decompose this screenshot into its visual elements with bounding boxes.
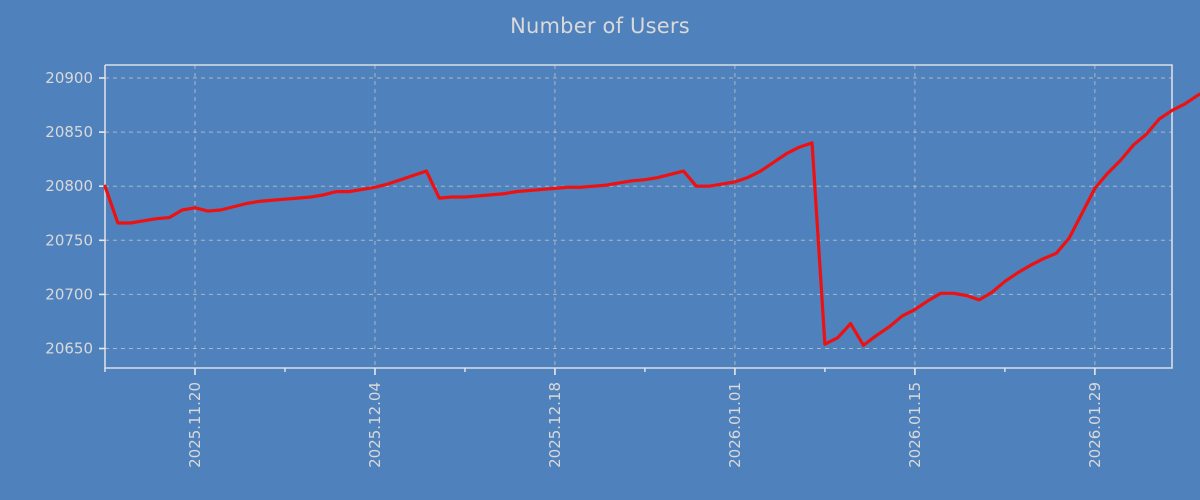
page-title: Number of Users — [510, 14, 690, 38]
svg-text:2025.12.04: 2025.12.04 — [366, 382, 384, 468]
svg-text:2026.01.15: 2026.01.15 — [906, 382, 924, 468]
svg-text:20650: 20650 — [45, 340, 93, 358]
svg-text:20850: 20850 — [45, 123, 93, 141]
svg-text:20900: 20900 — [45, 69, 93, 87]
svg-text:20700: 20700 — [45, 285, 93, 303]
svg-text:20800: 20800 — [45, 177, 93, 195]
y-axis-labels: 20650 20700 20750 20800 20850 20900 — [45, 69, 93, 358]
svg-text:2026.01.01: 2026.01.01 — [726, 382, 744, 468]
series-number-of-users — [103, 92, 1200, 347]
axis-frame — [104, 64, 1173, 369]
x-axis-labels: 2025.11.20 2025.12.04 2025.12.18 2026.01.01… — [186, 382, 1104, 468]
grid-lines — [105, 65, 1172, 368]
axis-ticks — [99, 77, 1096, 375]
svg-text:2026.01.29: 2026.01.29 — [1086, 382, 1104, 468]
svg-text:20750: 20750 — [45, 231, 93, 249]
svg-text:2025.11.20: 2025.11.20 — [186, 382, 204, 468]
svg-text:2025.12.18: 2025.12.18 — [546, 382, 564, 468]
